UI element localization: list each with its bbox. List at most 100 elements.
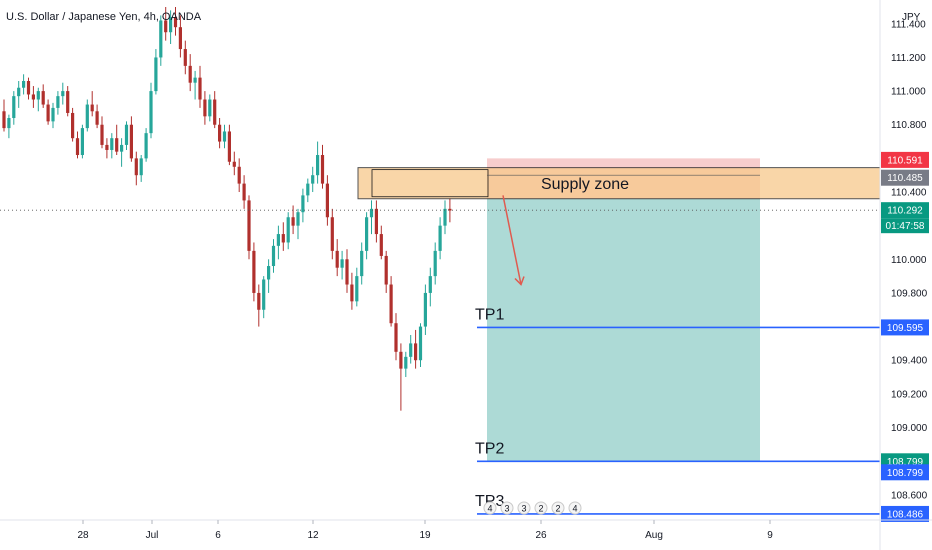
candles-layer[interactable] [2, 7, 452, 411]
candle[interactable] [178, 15, 182, 58]
candle[interactable] [365, 212, 369, 260]
candle[interactable] [105, 138, 109, 159]
candle[interactable] [389, 276, 393, 327]
candle[interactable] [129, 116, 133, 162]
candle[interactable] [448, 198, 452, 223]
event-marker[interactable]: 3 [517, 501, 531, 515]
candle[interactable] [90, 91, 94, 117]
candle[interactable] [213, 91, 217, 129]
candle[interactable] [95, 104, 99, 129]
candle[interactable] [183, 40, 187, 75]
candle[interactable] [355, 267, 359, 307]
candle[interactable] [193, 70, 197, 100]
candle[interactable] [115, 124, 119, 156]
candle[interactable] [100, 116, 104, 149]
event-marker[interactable]: 3 [500, 501, 514, 515]
candle[interactable] [316, 141, 320, 184]
candle[interactable] [169, 10, 173, 45]
candle[interactable] [198, 65, 202, 108]
candle[interactable] [423, 284, 427, 335]
candle[interactable] [414, 329, 418, 369]
candle[interactable] [80, 124, 84, 159]
candle[interactable] [374, 200, 378, 243]
candle[interactable] [369, 200, 374, 235]
candle[interactable] [350, 272, 354, 310]
candle[interactable] [139, 155, 143, 182]
event-marker[interactable]: 4 [483, 501, 497, 515]
candle[interactable] [218, 118, 222, 149]
candle[interactable] [120, 138, 124, 167]
price-tag[interactable]: 109.595 [881, 319, 929, 336]
candle[interactable] [252, 242, 256, 302]
candle[interactable] [22, 74, 26, 95]
candle[interactable] [281, 222, 285, 251]
candle[interactable] [71, 107, 75, 142]
candle[interactable] [409, 334, 413, 364]
candle[interactable] [56, 91, 60, 115]
candle[interactable] [267, 259, 271, 293]
candle[interactable] [227, 124, 231, 166]
candle[interactable] [31, 86, 35, 108]
event-marker[interactable]: 2 [534, 501, 548, 515]
candle[interactable] [394, 313, 398, 361]
candle[interactable] [41, 84, 45, 108]
candle[interactable] [262, 276, 266, 319]
candle[interactable] [438, 217, 442, 260]
candle[interactable] [36, 87, 40, 112]
candle[interactable] [257, 284, 261, 327]
candle[interactable] [296, 208, 300, 240]
candle[interactable] [286, 212, 290, 250]
candle[interactable] [12, 91, 16, 125]
candle[interactable] [360, 242, 364, 285]
candle[interactable] [46, 99, 50, 125]
candle[interactable] [330, 208, 334, 260]
candle[interactable] [443, 200, 447, 235]
candle[interactable] [149, 82, 153, 139]
price-tag[interactable]: 110.292 [881, 202, 929, 219]
price-tag[interactable]: 108.799 [881, 464, 929, 481]
candle[interactable] [51, 102, 55, 129]
candle[interactable] [404, 351, 408, 378]
candle[interactable] [320, 144, 325, 189]
candle[interactable] [340, 250, 344, 280]
candle[interactable] [173, 7, 178, 36]
candle[interactable] [66, 86, 70, 117]
candle[interactable] [144, 128, 148, 162]
candle[interactable] [208, 94, 212, 122]
candle[interactable] [17, 81, 21, 108]
candle[interactable] [159, 15, 163, 66]
candle[interactable] [222, 124, 227, 149]
candle[interactable] [26, 77, 31, 100]
candle[interactable] [154, 49, 158, 95]
candle[interactable] [335, 239, 339, 277]
price-tag[interactable]: 108.486 [881, 505, 929, 522]
time-axis[interactable]: 28 Jul 6 12 19 26 Aug 9 [0, 519, 932, 541]
candle[interactable] [271, 239, 276, 273]
candle[interactable] [345, 249, 349, 293]
candle[interactable] [276, 225, 280, 260]
candle[interactable] [242, 175, 246, 209]
event-marker[interactable]: 4 [568, 501, 582, 515]
candle[interactable] [2, 99, 6, 132]
event-marker[interactable]: 2 [551, 501, 565, 515]
candle[interactable] [247, 195, 251, 260]
candle[interactable] [110, 133, 114, 159]
candle[interactable] [428, 267, 432, 307]
price-axis[interactable]: 111.400111.200111.000110.800110.600110.4… [879, 0, 929, 550]
candle[interactable] [134, 151, 138, 186]
candle[interactable] [379, 225, 383, 260]
candle[interactable] [164, 7, 168, 41]
candle[interactable] [85, 99, 89, 132]
candle[interactable] [306, 178, 310, 203]
price-tag[interactable]: 110.591 [881, 151, 929, 168]
candle[interactable] [291, 205, 295, 235]
candle[interactable] [325, 175, 329, 226]
candle[interactable] [384, 250, 388, 293]
candle[interactable] [232, 151, 236, 176]
candle[interactable] [311, 166, 315, 193]
candle[interactable] [203, 91, 207, 125]
price-tag[interactable]: 110.485 [881, 169, 929, 186]
candle[interactable] [7, 114, 11, 139]
candle[interactable] [418, 323, 423, 367]
